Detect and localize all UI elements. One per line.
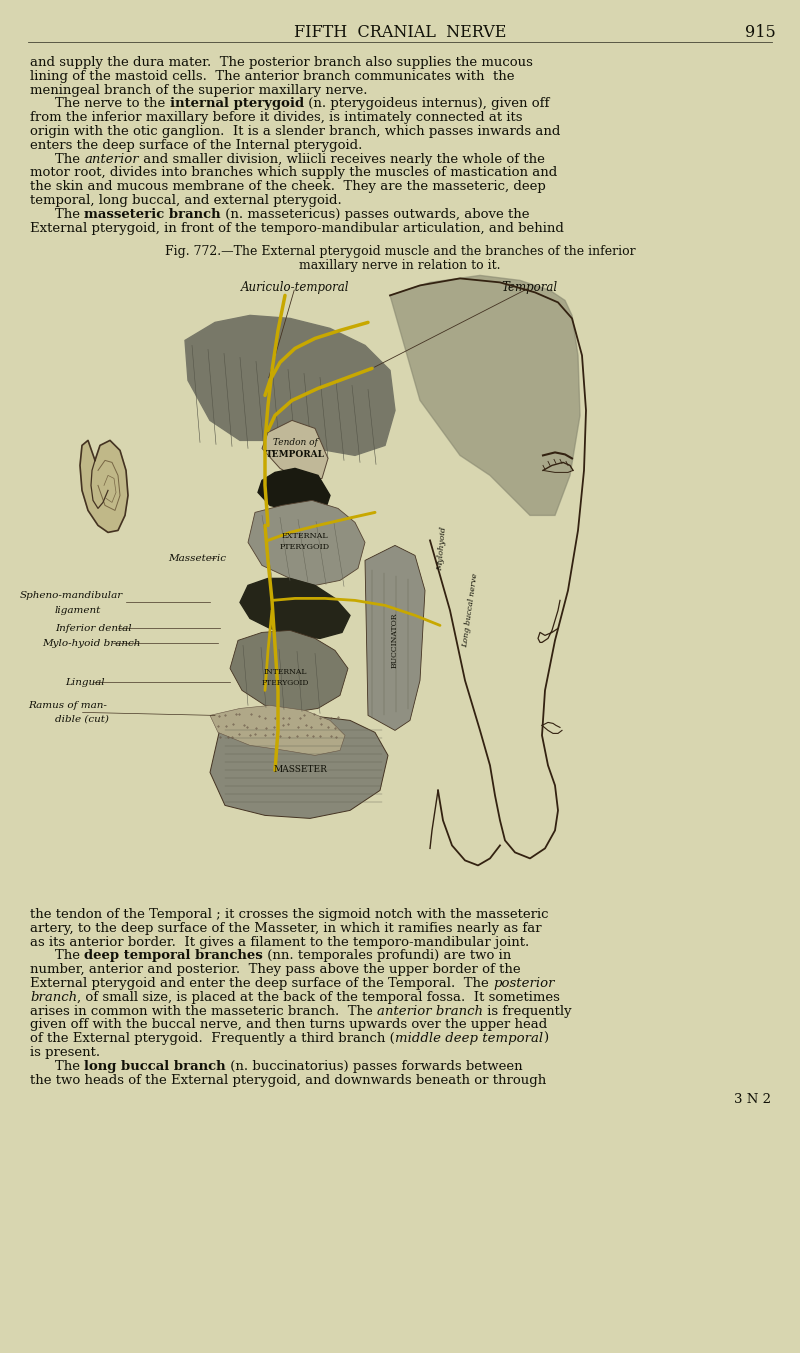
Text: Auriculo-temporal: Auriculo-temporal — [241, 281, 350, 295]
Text: The: The — [55, 153, 84, 165]
Text: middle deep temporal: middle deep temporal — [394, 1032, 543, 1046]
Text: long buccal branch: long buccal branch — [84, 1059, 226, 1073]
Text: dible (cut): dible (cut) — [55, 714, 109, 724]
Text: Tendon of: Tendon of — [273, 438, 318, 448]
Text: External pterygoid, in front of the temporo-mandibular articulation, and behind: External pterygoid, in front of the temp… — [30, 222, 564, 234]
Text: masseteric branch: masseteric branch — [84, 208, 221, 221]
Text: branch: branch — [30, 990, 77, 1004]
Polygon shape — [240, 578, 350, 639]
Polygon shape — [185, 315, 395, 456]
Text: 3 N 2: 3 N 2 — [734, 1093, 770, 1107]
Text: artery, to the deep surface of the Masseter, in which it ramifies nearly as far: artery, to the deep surface of the Masse… — [30, 921, 542, 935]
Text: anterior branch: anterior branch — [377, 1004, 483, 1017]
Text: Mylohyoid: Mylohyoid — [436, 526, 448, 571]
Text: (n. pterygoideus internus), given off: (n. pterygoideus internus), given off — [304, 97, 549, 111]
Text: INTERNAL: INTERNAL — [263, 668, 306, 676]
Text: FIFTH  CRANIAL  NERVE: FIFTH CRANIAL NERVE — [294, 24, 506, 41]
Text: (n. buccinatorius) passes forwards between: (n. buccinatorius) passes forwards betwe… — [226, 1059, 522, 1073]
Text: motor root, divides into branches which supply the muscles of mastication and: motor root, divides into branches which … — [30, 166, 558, 180]
Polygon shape — [248, 501, 365, 586]
Text: Ramus of man-: Ramus of man- — [28, 701, 107, 710]
Text: Masseteric: Masseteric — [168, 553, 226, 563]
Text: The: The — [55, 208, 84, 221]
Text: The: The — [55, 950, 84, 962]
Text: EXTERNAL: EXTERNAL — [282, 532, 328, 540]
Polygon shape — [80, 440, 128, 532]
Text: PTERYGOID: PTERYGOID — [262, 679, 309, 687]
Text: ligament: ligament — [55, 606, 102, 614]
Text: and supply the dura mater.  The posterior branch also supplies the mucous: and supply the dura mater. The posterior… — [30, 55, 533, 69]
Text: Fig. 772.—The External pterygoid muscle and the branches of the inferior: Fig. 772.—The External pterygoid muscle … — [165, 245, 635, 258]
Text: enters the deep surface of the Internal pterygoid.: enters the deep surface of the Internal … — [30, 139, 362, 152]
Text: BUCCINATOR: BUCCINATOR — [391, 613, 399, 668]
Text: PTERYGOID: PTERYGOID — [280, 544, 330, 552]
Text: meningeal branch of the superior maxillary nerve.: meningeal branch of the superior maxilla… — [30, 84, 367, 96]
Text: 915: 915 — [745, 24, 775, 41]
Text: of the External pterygoid.  Frequently a third branch (: of the External pterygoid. Frequently a … — [30, 1032, 394, 1046]
Text: Mylo-hyoid branch: Mylo-hyoid branch — [42, 639, 140, 648]
Text: from the inferior maxillary before it divides, is intimately connected at its: from the inferior maxillary before it di… — [30, 111, 522, 124]
Text: External pterygoid and enter the deep surface of the Temporal.  The: External pterygoid and enter the deep su… — [30, 977, 493, 990]
Text: is frequently: is frequently — [483, 1004, 572, 1017]
Text: temporal, long buccal, and external pterygoid.: temporal, long buccal, and external pter… — [30, 193, 342, 207]
Text: The nerve to the: The nerve to the — [55, 97, 170, 111]
Text: Long buccal nerve: Long buccal nerve — [461, 572, 479, 648]
Polygon shape — [258, 468, 330, 515]
Text: Spheno-mandibular: Spheno-mandibular — [20, 591, 123, 599]
Text: internal pterygoid: internal pterygoid — [170, 97, 304, 111]
Text: as its anterior border.  It gives a filament to the temporo-mandibular joint.: as its anterior border. It gives a filam… — [30, 936, 530, 948]
Text: Inferior dental: Inferior dental — [55, 624, 132, 633]
Text: TEMPORAL: TEMPORAL — [266, 451, 325, 460]
Text: the skin and mucous membrane of the cheek.  They are the masseteric, deep: the skin and mucous membrane of the chee… — [30, 180, 546, 193]
Text: origin with the otic ganglion.  It is a slender branch, which passes inwards and: origin with the otic ganglion. It is a s… — [30, 124, 560, 138]
Text: lining of the mastoid cells.  The anterior branch communicates with  the: lining of the mastoid cells. The anterio… — [30, 70, 514, 83]
Text: and smaller division, wliicli receives nearly the whole of the: and smaller division, wliicli receives n… — [139, 153, 545, 165]
Polygon shape — [210, 705, 345, 755]
Text: arises in common with the masseteric branch.  The: arises in common with the masseteric bra… — [30, 1004, 377, 1017]
Text: ): ) — [543, 1032, 548, 1046]
Text: number, anterior and posterior.  They pass above the upper border of the: number, anterior and posterior. They pas… — [30, 963, 521, 977]
Text: given off with the buccal nerve, and then turns upwards over the upper head: given off with the buccal nerve, and the… — [30, 1019, 547, 1031]
Polygon shape — [390, 276, 580, 515]
Text: the tendon of the Temporal ; it crosses the sigmoid notch with the masseteric: the tendon of the Temporal ; it crosses … — [30, 908, 549, 921]
Text: is present.: is present. — [30, 1046, 100, 1059]
Text: Lingual: Lingual — [65, 678, 105, 687]
Text: , of small size, is placed at the back of the temporal fossa.  It sometimes: , of small size, is placed at the back o… — [77, 990, 560, 1004]
Text: the two heads of the External pterygoid, and downwards beneath or through: the two heads of the External pterygoid,… — [30, 1073, 546, 1086]
Polygon shape — [365, 545, 425, 731]
Polygon shape — [230, 630, 348, 713]
Text: anterior: anterior — [84, 153, 139, 165]
Text: maxillary nerve in relation to it.: maxillary nerve in relation to it. — [299, 260, 501, 272]
Text: (nn. temporales profundi) are two in: (nn. temporales profundi) are two in — [263, 950, 511, 962]
Text: MASSETER: MASSETER — [273, 766, 327, 774]
Polygon shape — [210, 716, 388, 819]
Text: posterior: posterior — [493, 977, 554, 990]
Text: deep temporal branches: deep temporal branches — [84, 950, 263, 962]
Text: (n. massetericus) passes outwards, above the: (n. massetericus) passes outwards, above… — [221, 208, 530, 221]
Text: The: The — [55, 1059, 84, 1073]
Polygon shape — [262, 421, 328, 483]
Text: Temporal: Temporal — [502, 281, 558, 295]
